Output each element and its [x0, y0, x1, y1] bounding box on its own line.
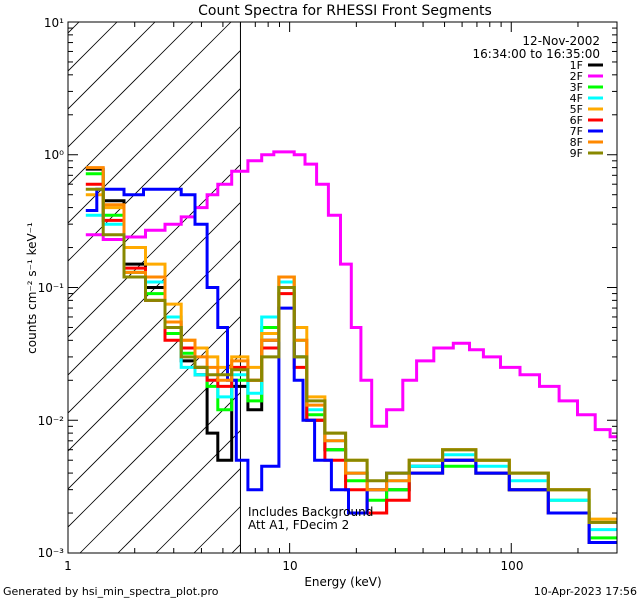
y-tick-label: 10⁰	[44, 148, 64, 162]
series-8F	[85, 166, 617, 524]
hatch-line	[68, 125, 241, 300]
legend-label: 3F	[570, 81, 583, 94]
hatch-line	[68, 239, 241, 414]
y-tick-label: 10⁻²	[38, 414, 65, 428]
x-axis-label: Energy (keV)	[304, 575, 381, 589]
legend-label: 2F	[570, 70, 583, 83]
legend-label: 1F	[570, 59, 583, 72]
hatch-line	[68, 163, 241, 338]
series-5F	[85, 193, 617, 521]
date-label: 12-Nov-2002	[522, 34, 600, 48]
attenuator-annotation: Att A1, FDecim 2	[248, 518, 349, 532]
series-layer	[85, 150, 617, 544]
legend-label: 8F	[570, 136, 583, 149]
legend-label: 6F	[570, 114, 583, 127]
series-4F	[85, 213, 617, 532]
legend-label: 5F	[570, 103, 583, 116]
legend-label: 4F	[570, 92, 583, 105]
hatch-line	[79, 391, 241, 553]
x-tick-label: 100	[501, 559, 524, 573]
hatch-line	[68, 49, 241, 224]
chart-title: Count Spectra for RHESSI Front Segments	[198, 3, 492, 19]
hatch-line	[68, 353, 241, 528]
hatch-line	[270, 22, 640, 553]
y-axis-label: counts cm⁻² s⁻¹ keV⁻¹	[25, 222, 39, 354]
x-tick-label: 1	[64, 559, 72, 573]
x-tick-label: 10	[282, 559, 297, 573]
hatch-line	[68, 277, 241, 452]
hatch-line	[68, 87, 241, 262]
axis-ticks	[67, 21, 618, 554]
hatch-line	[68, 22, 194, 148]
series-9F	[85, 187, 617, 524]
background-annotation: Includes Background	[248, 505, 373, 519]
hatch-line	[117, 429, 241, 553]
y-tick-label: 10⁻³	[38, 546, 65, 560]
footer-timestamp: 10-Apr-2023 17:56	[534, 585, 637, 598]
y-tick-label: 10⁻¹	[38, 281, 65, 295]
time-range-label: 16:34:00 to 16:35:00	[473, 47, 600, 61]
series-2F	[85, 150, 617, 439]
footer-generator: Generated by hsi_min_spectra_plot.pro	[3, 585, 219, 598]
hatch-line	[68, 22, 232, 186]
y-tick-label: 10¹	[44, 16, 64, 30]
hatch-line	[68, 315, 241, 490]
legend-label: 9F	[570, 147, 583, 160]
legend-label: 7F	[570, 125, 583, 138]
